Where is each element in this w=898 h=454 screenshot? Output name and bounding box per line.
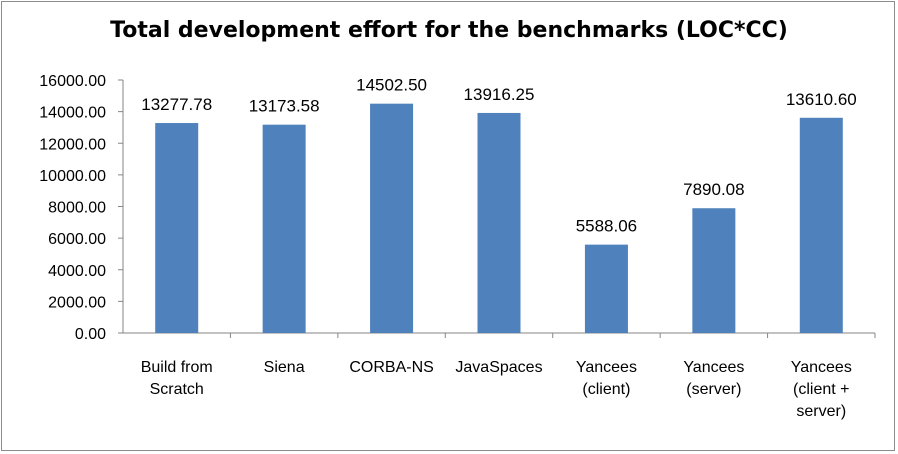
y-tick-label: 4000.00 [48, 263, 106, 280]
bar [477, 112, 521, 333]
data-label: 13916.25 [464, 85, 535, 104]
bar [584, 244, 628, 333]
y-tick-label: 8000.00 [48, 200, 106, 217]
bar [262, 124, 306, 333]
x-tick-label: Yancees [791, 359, 852, 376]
y-tick-label: 6000.00 [48, 231, 106, 248]
x-tick-label: CORBA-NS [349, 359, 433, 376]
y-tick-label: 14000.00 [39, 105, 106, 122]
data-label: 7890.08 [683, 180, 744, 199]
x-tick-label: JavaSpaces [455, 359, 542, 376]
x-tick-label: Build from [141, 359, 213, 376]
chart-title: Total development effort for the benchma… [110, 18, 788, 43]
bar [799, 117, 843, 334]
y-tick-label: 2000.00 [48, 294, 106, 311]
y-tick-label: 16000.00 [39, 73, 106, 90]
data-label: 13173.58 [249, 97, 320, 116]
data-label: 14502.50 [356, 76, 427, 95]
y-tick-label: 12000.00 [39, 136, 106, 153]
bar [370, 103, 414, 333]
y-tick-label: 0.00 [75, 326, 106, 343]
x-tick-label: server) [796, 403, 846, 420]
x-tick-label: Siena [264, 359, 305, 376]
data-label: 5588.06 [576, 217, 637, 236]
x-tick-label: Yancees [683, 359, 744, 376]
bar [155, 123, 199, 333]
x-tick-label: Yancees [576, 359, 637, 376]
x-tick-label: (server) [686, 381, 741, 398]
x-tick-label: (client + [793, 381, 849, 398]
x-tick-label: Scratch [150, 381, 204, 398]
bar [692, 208, 736, 333]
data-label: 13610.60 [786, 90, 857, 109]
x-tick-label: (client) [582, 381, 630, 398]
y-tick-label: 10000.00 [39, 168, 106, 185]
data-label: 13277.78 [141, 95, 212, 114]
